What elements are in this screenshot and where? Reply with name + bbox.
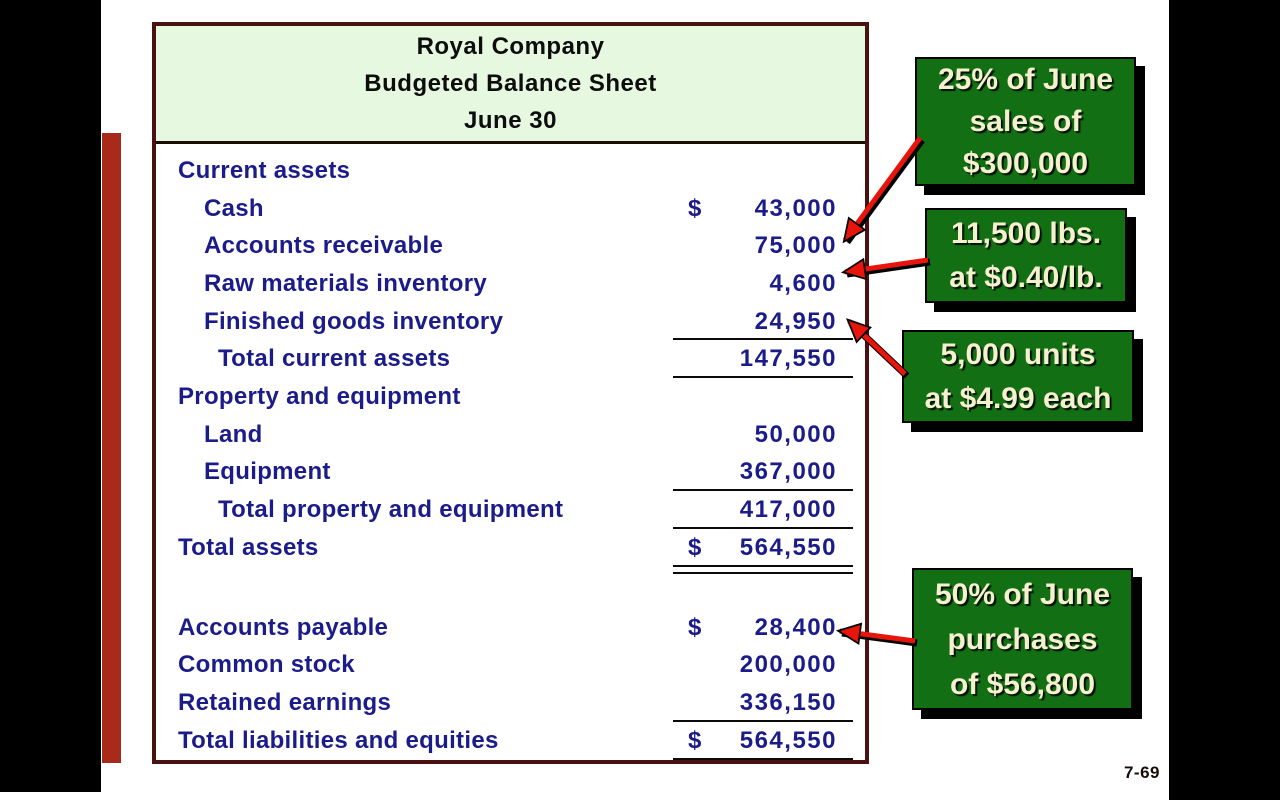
table-row: Raw materials inventory 4,600 xyxy=(156,265,865,303)
callout-line: 5,000 units xyxy=(940,337,1096,371)
row-value: 200,000 xyxy=(739,651,837,679)
company-name: Royal Company xyxy=(416,33,605,60)
table-row: Current assets xyxy=(156,152,865,190)
row-label: Total assets xyxy=(178,533,319,561)
row-label: Accounts receivable xyxy=(204,232,444,260)
table-row: Retained earnings 336,150 xyxy=(156,684,865,722)
callout-line: at $4.99 each xyxy=(924,381,1112,415)
table-row: Total property and equipment 417,000 xyxy=(156,491,865,529)
page-number: 7-69 xyxy=(1123,763,1160,782)
row-value: 564,550 xyxy=(739,533,837,561)
callout-raw-materials: 11,500 lbs. at $0.40/lb. xyxy=(925,208,1127,303)
row-label: Equipment xyxy=(204,458,331,486)
table-row: Common stock 200,000 xyxy=(156,647,865,685)
callout-line: sales of xyxy=(969,104,1082,138)
row-label: Accounts payable xyxy=(178,613,389,641)
table-header: Royal Company Budgeted Balance Sheet Jun… xyxy=(156,26,865,144)
table-row: Equipment 367,000 xyxy=(156,454,865,492)
row-value: 75,000 xyxy=(754,232,837,260)
callout-line: of $56,800 xyxy=(949,667,1096,701)
row-value: 336,150 xyxy=(739,689,837,717)
table-row: Total current assets 147,550 xyxy=(156,340,865,379)
row-value: 367,000 xyxy=(739,458,837,486)
row-value: 147,550 xyxy=(739,345,837,373)
callout-line: $300,000 xyxy=(962,146,1089,180)
callout-finished-goods: 5,000 units at $4.99 each xyxy=(902,330,1134,423)
dollar-sign: $ xyxy=(688,613,702,641)
left-black-bar xyxy=(0,0,101,792)
balance-sheet-table: Royal Company Budgeted Balance Sheet Jun… xyxy=(152,22,869,764)
row-label: Raw materials inventory xyxy=(204,269,488,297)
row-label: Land xyxy=(204,420,263,448)
table-row: Land 50,000 xyxy=(156,416,865,454)
row-value: 417,000 xyxy=(739,496,837,524)
table-row: Accounts receivable 75,000 xyxy=(156,227,865,265)
row-value: 4,600 xyxy=(769,269,837,297)
row-value: 28,400 xyxy=(754,613,837,641)
table-row: Total assets $564,550 xyxy=(156,529,865,574)
row-label: Retained earnings xyxy=(178,689,392,717)
callout-line: 11,500 lbs. xyxy=(950,216,1102,250)
callout-accounts-payable: 50% of June purchases of $56,800 xyxy=(912,568,1133,710)
callout-line: at $0.40/lb. xyxy=(949,260,1103,294)
table-body: Current assets Cash $43,000 Accounts receiv… xyxy=(156,144,865,760)
total-rule xyxy=(673,526,853,529)
table-row: Total liabilities and equities $564,550 xyxy=(156,722,865,760)
row-label: Cash xyxy=(204,194,264,222)
row-label: Finished goods inventory xyxy=(204,307,504,335)
row-label: Common stock xyxy=(178,651,355,679)
total-rule xyxy=(673,719,853,722)
red-accent-bar xyxy=(102,133,121,763)
row-value: 564,550 xyxy=(739,726,837,754)
callout-line: 25% of June xyxy=(937,62,1114,96)
row-value: 43,000 xyxy=(754,194,837,222)
double-total-rule xyxy=(673,564,853,574)
total-rule xyxy=(673,376,853,379)
row-value: 24,950 xyxy=(754,307,837,335)
row-label: Property and equipment xyxy=(178,382,461,410)
row-label: Total liabilities and equities xyxy=(178,726,499,754)
row-label: Total property and equipment xyxy=(218,496,564,524)
table-row: Finished goods inventory 24,950 xyxy=(156,303,865,341)
row-label: Total current assets xyxy=(218,345,451,373)
table-row: Property and equipment xyxy=(156,378,865,416)
callout-line: purchases xyxy=(947,622,1098,656)
callout-line: 50% of June xyxy=(934,577,1111,611)
total-rule xyxy=(673,338,853,341)
dollar-sign: $ xyxy=(688,726,702,754)
callout-accounts-receivable: 25% of June sales of $300,000 xyxy=(915,57,1136,186)
total-rule xyxy=(673,757,853,760)
row-label: Current assets xyxy=(178,156,351,184)
statement-date: June 30 xyxy=(464,107,557,134)
statement-title: Budgeted Balance Sheet xyxy=(364,70,657,97)
dollar-sign: $ xyxy=(688,533,702,561)
dollar-sign: $ xyxy=(688,194,702,222)
table-row: Accounts payable $28,400 xyxy=(156,609,865,647)
row-value: 50,000 xyxy=(754,420,837,448)
table-row: Cash $43,000 xyxy=(156,190,865,228)
total-rule xyxy=(673,489,853,492)
right-black-bar xyxy=(1169,0,1280,800)
